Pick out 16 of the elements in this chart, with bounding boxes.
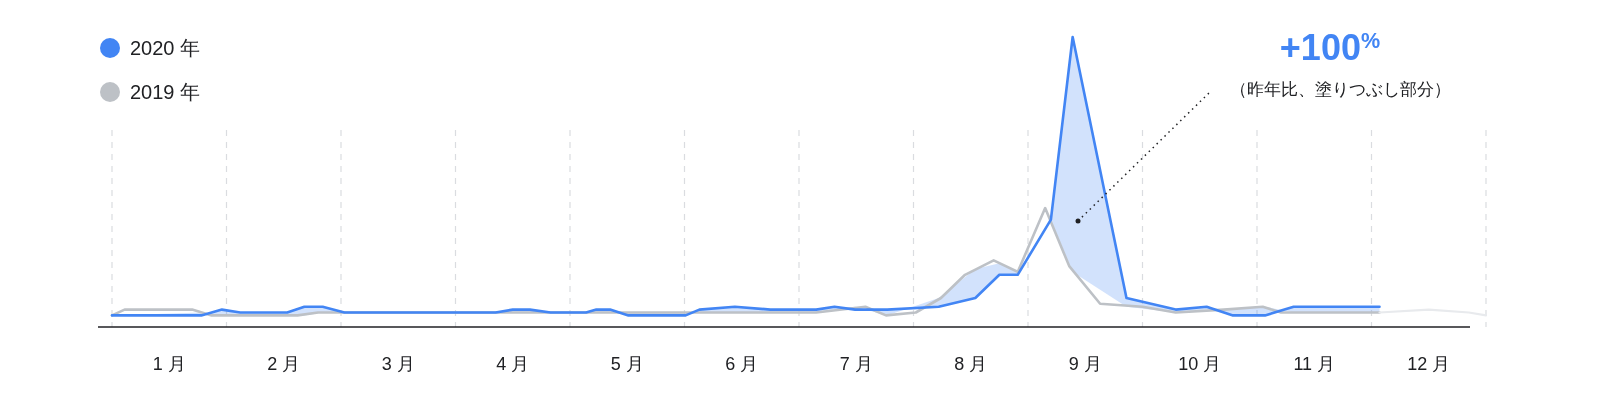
x-tick-label: 2 月	[267, 354, 301, 374]
x-tick-label: 4 月	[496, 354, 530, 374]
x-tick-label: 11 月	[1293, 354, 1336, 374]
x-tick-label: 6 月	[725, 354, 759, 374]
x-tick-label: 9 月	[1068, 354, 1102, 374]
annotation: +100$^{%}$	[1279, 27, 1381, 68]
legend-label: 2019 年	[130, 81, 201, 103]
annotation: （昨年比、塗りつぶし部分）	[1229, 80, 1451, 99]
legend-label: 2020 年	[130, 37, 201, 59]
x-tick-label: 5 月	[610, 354, 644, 374]
x-tick-label: 7 月	[839, 354, 873, 374]
x-tick-label: 12 月	[1407, 354, 1451, 374]
x-tick-label: 8 月	[954, 354, 988, 374]
x-tick-label: 3 月	[381, 354, 415, 374]
x-tick-label: 10 月	[1178, 354, 1222, 374]
x-tick-label: 1 月	[152, 354, 186, 374]
